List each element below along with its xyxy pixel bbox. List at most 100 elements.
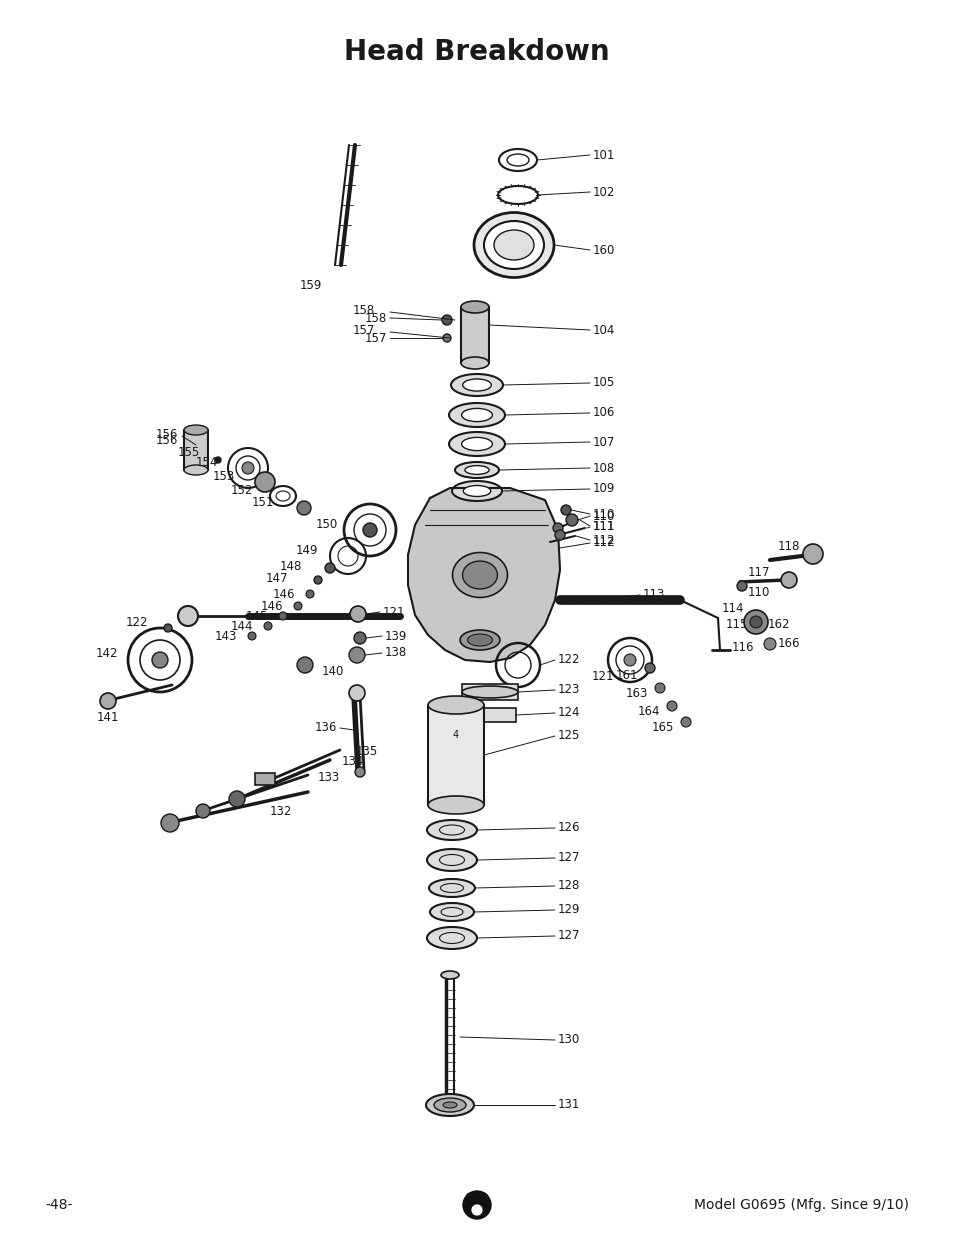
Ellipse shape bbox=[428, 797, 483, 814]
Circle shape bbox=[278, 613, 287, 620]
Text: 122: 122 bbox=[126, 615, 148, 629]
Text: 149: 149 bbox=[295, 543, 317, 557]
Text: 148: 148 bbox=[279, 559, 302, 573]
Text: 145: 145 bbox=[245, 610, 268, 622]
Text: -48-: -48- bbox=[45, 1198, 72, 1212]
Circle shape bbox=[560, 505, 571, 515]
Text: 132: 132 bbox=[270, 805, 292, 819]
Ellipse shape bbox=[461, 685, 517, 698]
Ellipse shape bbox=[452, 480, 501, 501]
Circle shape bbox=[349, 685, 365, 701]
Circle shape bbox=[465, 1193, 476, 1203]
Ellipse shape bbox=[460, 301, 489, 312]
Circle shape bbox=[254, 472, 274, 492]
Text: 110: 110 bbox=[747, 585, 770, 599]
Text: 102: 102 bbox=[593, 185, 615, 199]
Text: 4: 4 bbox=[453, 730, 458, 740]
Ellipse shape bbox=[440, 971, 458, 979]
Text: 151: 151 bbox=[252, 496, 274, 510]
Text: 161: 161 bbox=[615, 669, 638, 683]
Text: 163: 163 bbox=[625, 688, 647, 700]
Ellipse shape bbox=[428, 697, 483, 714]
Circle shape bbox=[161, 814, 179, 832]
Ellipse shape bbox=[451, 374, 502, 396]
Text: 142: 142 bbox=[95, 647, 118, 661]
Ellipse shape bbox=[430, 903, 474, 921]
Text: 157: 157 bbox=[353, 324, 375, 336]
Bar bbox=[184, 430, 208, 471]
Bar bbox=[463, 708, 516, 722]
Circle shape bbox=[214, 457, 221, 463]
Circle shape bbox=[743, 610, 767, 634]
Ellipse shape bbox=[427, 848, 476, 871]
Ellipse shape bbox=[449, 403, 504, 427]
Ellipse shape bbox=[427, 820, 476, 840]
Text: 131: 131 bbox=[558, 1098, 579, 1112]
Text: 146: 146 bbox=[273, 588, 294, 600]
Bar bbox=[460, 308, 489, 363]
Circle shape bbox=[229, 790, 245, 806]
Ellipse shape bbox=[429, 879, 475, 897]
Ellipse shape bbox=[459, 630, 499, 650]
Text: 104: 104 bbox=[593, 324, 615, 336]
Circle shape bbox=[164, 624, 172, 632]
Circle shape bbox=[442, 333, 451, 342]
Circle shape bbox=[763, 638, 775, 650]
Text: 125: 125 bbox=[558, 730, 579, 742]
Text: 106: 106 bbox=[593, 406, 615, 420]
Polygon shape bbox=[408, 488, 559, 662]
Circle shape bbox=[555, 530, 564, 540]
Ellipse shape bbox=[460, 357, 489, 369]
Text: 133: 133 bbox=[317, 772, 340, 784]
Circle shape bbox=[441, 315, 452, 325]
Circle shape bbox=[296, 501, 311, 515]
Text: 111: 111 bbox=[593, 520, 615, 534]
Text: 127: 127 bbox=[558, 851, 579, 864]
Ellipse shape bbox=[455, 462, 498, 478]
Text: 134: 134 bbox=[341, 756, 364, 768]
Bar bbox=[461, 684, 517, 700]
Text: 121: 121 bbox=[382, 605, 405, 619]
Text: 115: 115 bbox=[725, 618, 747, 631]
Circle shape bbox=[666, 701, 677, 711]
Text: 126: 126 bbox=[558, 821, 579, 835]
Text: 154: 154 bbox=[195, 456, 218, 468]
Text: 117: 117 bbox=[747, 566, 770, 578]
Bar bbox=[254, 773, 274, 785]
Text: 128: 128 bbox=[558, 879, 579, 893]
Ellipse shape bbox=[474, 212, 554, 278]
Text: 162: 162 bbox=[767, 618, 790, 631]
Circle shape bbox=[306, 590, 314, 598]
Text: 150: 150 bbox=[315, 517, 337, 531]
Text: 155: 155 bbox=[177, 446, 200, 458]
Circle shape bbox=[355, 767, 365, 777]
Text: 135: 135 bbox=[355, 746, 377, 758]
Ellipse shape bbox=[463, 485, 490, 496]
Text: 114: 114 bbox=[721, 601, 743, 615]
Text: 152: 152 bbox=[231, 483, 253, 496]
Circle shape bbox=[623, 655, 636, 666]
Text: 138: 138 bbox=[385, 646, 407, 659]
Text: 116: 116 bbox=[731, 641, 754, 655]
Circle shape bbox=[553, 522, 562, 534]
Text: Model G0695 (Mfg. Since 9/10): Model G0695 (Mfg. Since 9/10) bbox=[693, 1198, 908, 1212]
Text: 111: 111 bbox=[593, 520, 615, 532]
Circle shape bbox=[242, 462, 253, 474]
Text: Head Breakdown: Head Breakdown bbox=[344, 38, 609, 65]
Circle shape bbox=[802, 543, 822, 564]
Text: 136: 136 bbox=[314, 721, 336, 735]
Text: 112: 112 bbox=[593, 536, 615, 550]
Text: 160: 160 bbox=[593, 243, 615, 257]
Text: 112: 112 bbox=[593, 534, 615, 547]
Circle shape bbox=[296, 657, 313, 673]
Text: 122: 122 bbox=[558, 653, 579, 667]
Ellipse shape bbox=[427, 927, 476, 948]
Text: 144: 144 bbox=[231, 620, 253, 632]
Text: 118: 118 bbox=[778, 540, 800, 552]
Circle shape bbox=[248, 632, 255, 640]
Bar bbox=[428, 705, 483, 805]
Circle shape bbox=[737, 580, 746, 592]
Circle shape bbox=[462, 1191, 491, 1219]
Text: 123: 123 bbox=[558, 683, 579, 697]
Text: 159: 159 bbox=[299, 279, 322, 291]
